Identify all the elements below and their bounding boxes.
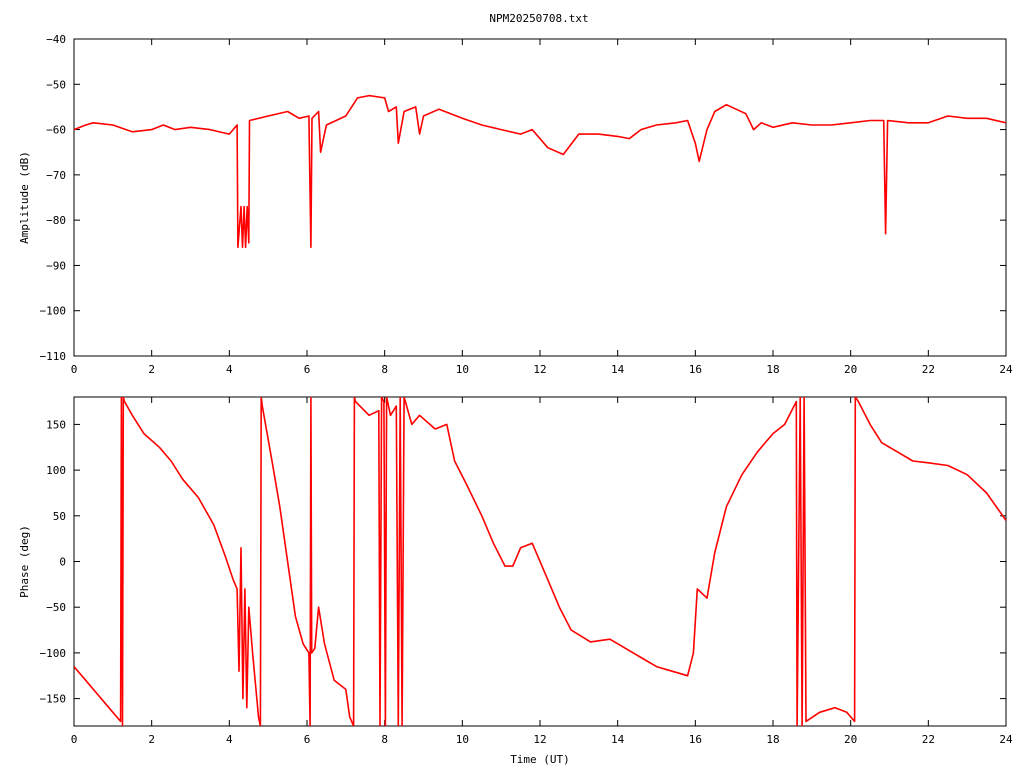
amplitude-x-tick-label: 6 <box>304 363 311 376</box>
phase-x-tick-label: 14 <box>611 733 625 746</box>
phase-y-tick-label: −150 <box>40 693 67 706</box>
amplitude-y-tick-label: −110 <box>40 350 67 363</box>
amplitude-y-tick-label: −80 <box>46 214 66 227</box>
amplitude-x-tick-label: 2 <box>148 363 155 376</box>
amplitude-y-tick-label: −70 <box>46 169 66 182</box>
amplitude-x-tick-label: 10 <box>456 363 469 376</box>
amplitude-x-tick-label: 12 <box>533 363 546 376</box>
amplitude-x-tick-label: 14 <box>611 363 625 376</box>
phase-x-tick-label: 18 <box>766 733 779 746</box>
phase-x-tick-label: 8 <box>381 733 388 746</box>
amplitude-x-tick-label: 20 <box>844 363 857 376</box>
phase-y-tick-label: −100 <box>40 647 67 660</box>
amplitude-x-tick-label: 4 <box>226 363 233 376</box>
phase-x-tick-label: 10 <box>456 733 469 746</box>
amplitude-y-tick-label: −100 <box>40 305 67 318</box>
phase-y-tick-label: 100 <box>46 464 66 477</box>
phase-y-axis-label: Phase (deg) <box>18 525 31 598</box>
phase-y-tick-label: 0 <box>59 556 66 569</box>
amplitude-y-tick-label: −90 <box>46 259 66 272</box>
phase-series-line <box>74 397 1006 726</box>
phase-y-tick-label: 150 <box>46 418 66 431</box>
phase-x-tick-label: 2 <box>148 733 155 746</box>
amplitude-x-tick-label: 0 <box>71 363 78 376</box>
phase-x-tick-label: 12 <box>533 733 546 746</box>
phase-y-tick-label: −50 <box>46 601 66 614</box>
amplitude-series-line <box>74 94 1006 249</box>
amplitude-x-tick-label: 8 <box>381 363 388 376</box>
amplitude-y-tick-label: −50 <box>46 78 66 91</box>
phase-x-tick-label: 24 <box>999 733 1013 746</box>
amplitude-x-tick-label: 16 <box>689 363 702 376</box>
phase-x-tick-label: 4 <box>226 733 233 746</box>
amplitude-x-tick-label: 24 <box>999 363 1013 376</box>
amplitude-y-axis-label: Amplitude (dB) <box>18 151 31 244</box>
phase-y-tick-label: 50 <box>53 510 66 523</box>
amplitude-x-tick-label: 18 <box>766 363 779 376</box>
amplitude-x-tick-label: 22 <box>922 363 935 376</box>
amplitude-y-tick-label: −40 <box>46 33 66 46</box>
phase-x-tick-label: 22 <box>922 733 935 746</box>
phase-x-tick-label: 0 <box>71 733 78 746</box>
phase-x-tick-label: 20 <box>844 733 857 746</box>
phase-x-axis-label: Time (UT) <box>510 753 570 766</box>
plots-layer: 0 2 4 6 8 10 12 14 16 18 20 22 24−40−50−60−70−80−90−… <box>18 33 1013 766</box>
amplitude-y-tick-label: −60 <box>46 124 66 137</box>
phase-x-tick-label: 6 <box>304 733 311 746</box>
chart-title: NPM20250708.txt <box>489 12 588 25</box>
phase-x-tick-label: 16 <box>689 733 702 746</box>
